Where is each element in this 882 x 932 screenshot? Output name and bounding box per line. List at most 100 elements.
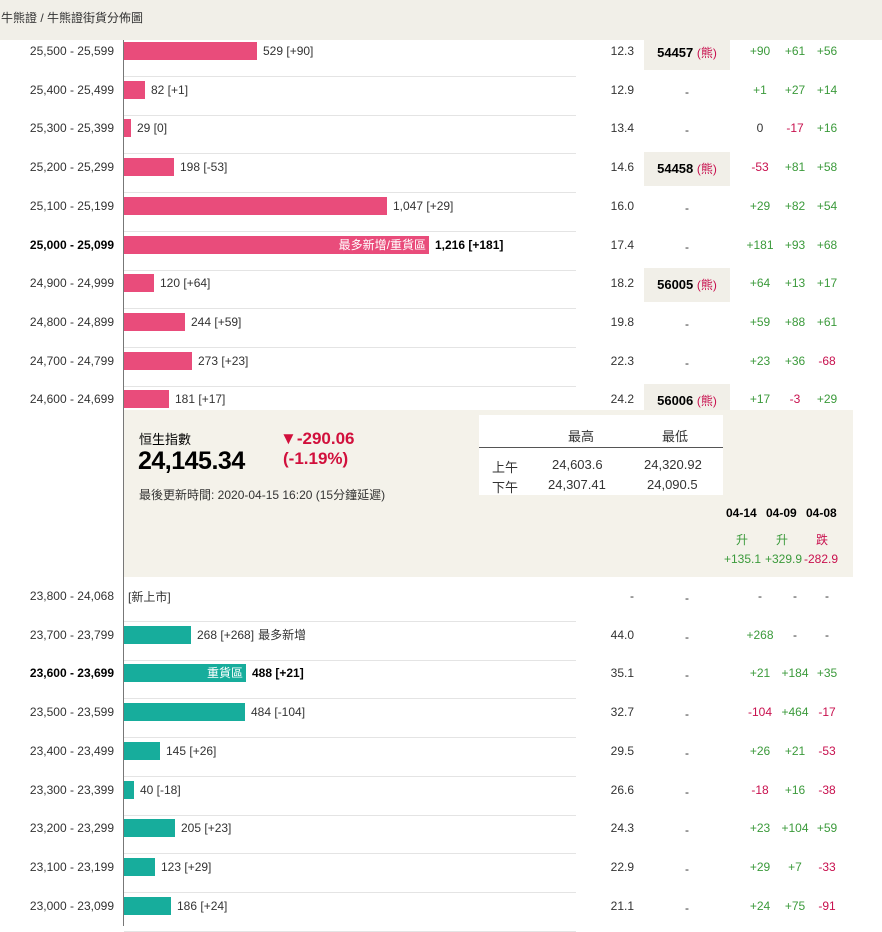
index-change-percent: (-1.19%): [283, 449, 349, 468]
bear-quantity-bar[interactable]: 重貨區: [124, 664, 246, 683]
cbbc-code[interactable]: 56005 (熊): [644, 268, 730, 303]
change-day-1: -104: [747, 705, 773, 720]
cbbc-code-number[interactable]: 56006: [657, 393, 697, 409]
cbbc-code-number[interactable]: 56005: [657, 277, 697, 293]
bull-row: 24,700 - 24,799 273 [+23] 22.3 - +23 +36 -68: [0, 349, 882, 387]
bear-quantity-bar[interactable]: [124, 625, 191, 644]
cbbc-code: -: [685, 629, 689, 644]
row-divider: [124, 385, 576, 387]
change-day-1: +26: [749, 743, 771, 758]
bear-tag: 熊: [700, 46, 713, 60]
bear-tag-close: ): [712, 278, 717, 293]
bull-quantity-bar[interactable]: [124, 80, 145, 99]
bear-tag-close: ): [712, 162, 717, 177]
bull-quantity-bar[interactable]: [124, 390, 169, 409]
change-day-2: +88: [784, 314, 806, 329]
bear-row: 23,800 - 24,068 [新上市] - - - - -: [0, 584, 882, 622]
bull-row: 25,200 - 25,299 198 [-53] 14.6 54458 (熊) -53…: [0, 152, 882, 194]
quantity-label: 29 [0]: [137, 121, 168, 136]
bar-wrapper: 120 [+64]: [124, 274, 210, 293]
bull-quantity-bar[interactable]: [124, 119, 131, 138]
distance-percent: 29.5: [610, 743, 634, 758]
strike-range: 25,300 - 25,399: [29, 121, 114, 136]
row-divider: [124, 930, 576, 932]
change-day-3: -17: [818, 705, 836, 720]
change-day-3: +16: [816, 121, 838, 136]
change-day-1: -: [758, 589, 762, 603]
change-day-1: +90: [749, 44, 771, 58]
bull-quantity-bar[interactable]: [124, 312, 185, 331]
change-day-1: +268: [746, 627, 774, 642]
distance-percent: 24.2: [610, 392, 634, 407]
header-high: 最高: [568, 429, 595, 444]
distance-percent: 18.2: [610, 276, 634, 291]
quantity-label: 273 [+23]: [198, 353, 249, 368]
bear-quantity-bar[interactable]: [124, 780, 134, 799]
bear-quantity-bar[interactable]: [124, 857, 155, 876]
distance-percent: 14.6: [610, 160, 634, 175]
bear-row: 23,100 - 23,199 123 [+29] 22.9 - +29 +7 -33: [0, 855, 882, 893]
cbbc-code[interactable]: 54458 (熊): [644, 152, 730, 187]
bar-wrapper: 29 [0]: [124, 119, 168, 138]
change-day-2: -17: [786, 121, 804, 136]
bull-quantity-bar[interactable]: [124, 196, 387, 215]
bar-wrapper: 181 [+17]: [124, 390, 226, 409]
strike-range: 25,400 - 25,499: [29, 82, 114, 97]
bull-quantity-bar[interactable]: 最多新增/重貨區: [124, 235, 429, 254]
distance-percent: 12.3: [610, 44, 634, 58]
bear-quantity-bar[interactable]: [124, 819, 175, 838]
quantity-label: 484 [-104]: [251, 705, 306, 720]
cbbc-code: -: [685, 200, 689, 215]
change-day-2: -: [793, 627, 797, 642]
change-day-1: +181: [746, 237, 774, 252]
change-day-2: +13: [784, 276, 806, 291]
distance-percent: 32.7: [610, 705, 634, 720]
bear-quantity-bar[interactable]: [124, 703, 245, 722]
quantity-label: 529 [+90]: [263, 44, 314, 58]
cbbc-code: -: [685, 84, 689, 99]
cbbc-code: -: [685, 668, 689, 683]
change-day-2: -: [793, 589, 797, 603]
quantity-label: 181 [+17]: [175, 392, 226, 407]
bar-wrapper: 244 [+59]: [124, 312, 241, 331]
breadcrumb: 牛熊證 / 牛熊證街貨分佈圖: [0, 0, 882, 40]
cbbc-code[interactable]: 54457 (熊): [644, 36, 730, 70]
bar-wrapper: 82 [+1]: [124, 80, 188, 99]
bull-quantity-bar[interactable]: [124, 351, 192, 370]
row-divider: [124, 76, 576, 77]
row-divider: [124, 737, 576, 739]
change-day-2: +104: [781, 821, 809, 836]
bar-wrapper: 198 [-53]: [124, 158, 227, 177]
table-divider: [479, 447, 723, 448]
cbbc-code-number[interactable]: 54458: [657, 161, 697, 177]
chart-axis-line: [123, 40, 124, 926]
index-panel: 恒生指數 24,145.34 ▼-290.06 (-1.19%) 最後更新時間:…: [124, 410, 853, 577]
bear-row: 23,500 - 23,599 484 [-104] 32.7 - -104 +464 -1…: [0, 700, 882, 739]
change-day-1: +59: [749, 314, 771, 329]
bull-row: 24,600 - 24,699 181 [+17] 24.2 56006 (熊) +17…: [0, 384, 882, 426]
cbbc-code-number[interactable]: 54457: [657, 45, 697, 60]
bar-wrapper: 145 [+26]: [124, 741, 216, 760]
bear-quantity-bar[interactable]: [124, 896, 171, 915]
date-col-3: 04-08: [806, 506, 837, 520]
row-divider: [124, 891, 576, 893]
strike-range: 23,200 - 23,299: [29, 821, 114, 836]
bull-quantity-bar[interactable]: [124, 158, 174, 177]
row-note: 最多新增: [258, 628, 307, 643]
bear-tag: 熊: [700, 278, 713, 293]
bear-row: 23,600 - 23,699 重貨區 488 [+21] 35.1 - +21 +184 +…: [0, 661, 882, 700]
change-day-2: -3: [789, 392, 801, 407]
breadcrumb-cbbc-link[interactable]: 牛熊證: [1, 11, 38, 25]
bear-quantity-bar[interactable]: [124, 741, 160, 760]
strike-range: 25,100 - 25,199: [29, 198, 114, 213]
bull-quantity-bar[interactable]: [124, 42, 257, 60]
pm-high: 24,307.41: [548, 477, 606, 492]
row-divider: [124, 269, 576, 271]
date-col-1: 04-14: [726, 506, 757, 520]
change-day-1: +23: [749, 821, 771, 836]
change-day-2: +184: [781, 666, 809, 681]
distance-percent: 24.3: [610, 821, 634, 836]
change-day-2: +93: [784, 237, 806, 252]
strike-range: 23,700 - 23,799: [29, 627, 114, 642]
bull-quantity-bar[interactable]: [124, 274, 154, 293]
